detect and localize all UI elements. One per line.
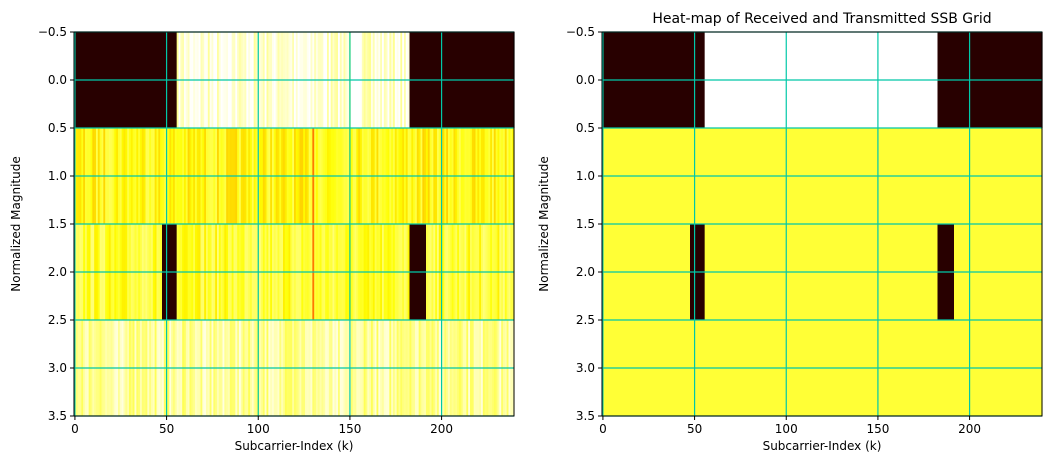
x-tick-label: 50 [159,422,174,436]
chart-title: Heat-map of Received and Transmitted SSB… [652,11,991,27]
y-tick-label: 1.0 [576,169,595,183]
y-tick-label: 2.5 [576,313,595,327]
y-tick-label: 1.0 [48,169,67,183]
x-axis-label: Subcarrier-Index (k) [235,439,354,453]
y-tick-label: 3.5 [576,409,595,423]
x-tick-label: 200 [430,422,453,436]
y-tick-label: −0.5 [38,25,67,39]
y-tick-label: 0.0 [48,73,67,87]
y-tick-label: 3.5 [48,409,67,423]
x-tick-label: 150 [338,422,361,436]
x-tick-label: 200 [958,422,981,436]
y-tick-label: 3.0 [576,361,595,375]
y-tick-label: −0.5 [566,25,595,39]
y-tick-label: 1.5 [576,217,595,231]
x-tick-label: 50 [687,422,702,436]
y-axis-label: Normalized Magnitude [9,156,23,291]
y-tick-label: 2.0 [48,265,67,279]
x-tick-label: 100 [247,422,270,436]
x-tick-label: 0 [599,422,607,436]
y-tick-label: 1.5 [48,217,67,231]
heatmap-panel-transmitted: 0 50 100 150 200 −0.5 0.0 0.5 1.0 1.5 2.0 2.5 3.0 3.5… [537,11,1043,453]
heatmap-panel-received: 0 50 100 150 200 −0.5 0.0 0.5 1.0 1.5 2.0 2.5 3.0 3.5… [9,25,515,453]
y-tick-label: 3.0 [48,361,67,375]
y-tick-label: 0.0 [576,73,595,87]
y-tick-label: 0.5 [48,121,67,135]
x-tick-label: 0 [71,422,79,436]
x-tick-label: 150 [866,422,889,436]
y-tick-label: 2.0 [576,265,595,279]
x-axis-label: Subcarrier-Index (k) [763,439,882,453]
y-tick-label: 0.5 [576,121,595,135]
y-axis-label: Normalized Magnitude [537,156,551,291]
y-tick-label: 2.5 [48,313,67,327]
x-tick-label: 100 [775,422,798,436]
